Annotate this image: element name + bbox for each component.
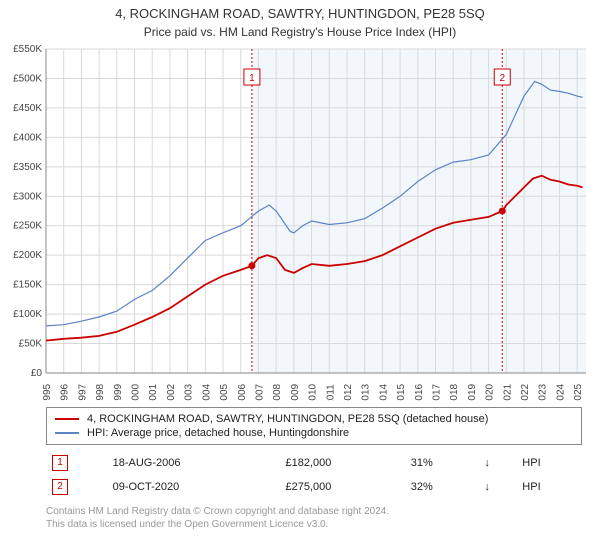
x-tick-label: 2011 — [325, 384, 336, 401]
page-subtitle: Price paid vs. HM Land Registry's House … — [0, 25, 600, 39]
legend: 4, ROCKINGHAM ROAD, SAWTRY, HUNTINGDON, … — [46, 407, 582, 445]
y-tick-label: £450K — [13, 103, 42, 114]
event-price: £275,000 — [279, 475, 404, 499]
x-tick-label: 2023 — [538, 383, 549, 401]
y-tick-label: £150K — [13, 280, 42, 291]
y-tick-label: £0 — [31, 368, 43, 379]
y-tick-label: £250K — [13, 221, 42, 232]
footer-line-1: Contains HM Land Registry data © Crown c… — [46, 505, 582, 518]
x-tick-label: 2006 — [237, 383, 248, 401]
x-tick-label: 2009 — [290, 383, 301, 401]
shaded-region — [252, 49, 586, 373]
y-tick-label: £400K — [13, 132, 42, 143]
x-tick-label: 2022 — [520, 383, 531, 401]
event-table: 1 18-AUG-2006 £182,000 31% ↓ HPI 2 09-OC… — [46, 451, 582, 499]
event-date: 18-AUG-2006 — [107, 451, 280, 475]
x-tick-label: 2008 — [272, 383, 283, 401]
event-vs: HPI — [516, 475, 582, 499]
event-vs: HPI — [516, 451, 582, 475]
y-tick-label: £350K — [13, 162, 42, 173]
y-tick-label: £50K — [19, 339, 43, 350]
event-marker-label: 2 — [499, 73, 505, 84]
x-tick-label: 1999 — [113, 383, 124, 401]
x-tick-label: 2014 — [378, 383, 389, 401]
x-tick-label: 2000 — [131, 383, 142, 401]
legend-row-property: 4, ROCKINGHAM ROAD, SAWTRY, HUNTINGDON, … — [55, 412, 573, 426]
table-row: 2 09-OCT-2020 £275,000 32% ↓ HPI — [46, 475, 582, 499]
x-tick-label: 2005 — [219, 383, 230, 401]
y-tick-label: £500K — [13, 73, 42, 84]
event-pct: 32% — [405, 475, 479, 499]
x-tick-label: 2007 — [254, 383, 265, 401]
y-tick-label: £200K — [13, 250, 42, 261]
legend-swatch-hpi — [55, 432, 79, 434]
y-tick-label: £100K — [13, 309, 42, 320]
legend-label-property: 4, ROCKINGHAM ROAD, SAWTRY, HUNTINGDON, … — [87, 413, 488, 425]
x-tick-label: 2013 — [361, 383, 372, 401]
x-tick-label: 2017 — [432, 383, 443, 401]
x-tick-label: 2003 — [184, 383, 195, 401]
x-tick-label: 2004 — [201, 383, 212, 401]
x-tick-label: 2001 — [148, 383, 159, 401]
event-arrow: ↓ — [478, 475, 516, 499]
event-marker-label: 1 — [249, 73, 255, 84]
event-price: £182,000 — [279, 451, 404, 475]
event-marker-2: 2 — [52, 479, 68, 495]
price-chart: £0 £50K £100K £150K £200K £250K £300K £350K £400… — [0, 41, 600, 401]
x-tick-label: 1995 — [42, 383, 53, 401]
x-tick-label: 2025 — [573, 383, 584, 401]
y-tick-label: £550K — [13, 44, 42, 55]
x-tick-label: 1996 — [60, 383, 71, 401]
x-tick-label: 2012 — [343, 383, 354, 401]
table-row: 1 18-AUG-2006 £182,000 31% ↓ HPI — [46, 451, 582, 475]
x-tick-label: 1998 — [95, 383, 106, 401]
x-tick-label: 2002 — [166, 383, 177, 401]
event-date: 09-OCT-2020 — [107, 475, 280, 499]
x-tick-label: 2024 — [555, 383, 566, 401]
chart-area: £0 £50K £100K £150K £200K £250K £300K £350K £400… — [0, 41, 600, 401]
x-tick-label: 2015 — [396, 383, 407, 401]
event-arrow: ↓ — [478, 451, 516, 475]
x-tick-label: 2010 — [308, 383, 319, 401]
x-tick-label: 2021 — [502, 383, 513, 401]
x-tick-label: 1997 — [77, 383, 88, 401]
x-tick-label: 2019 — [467, 383, 478, 401]
legend-swatch-property — [55, 418, 79, 420]
legend-label-hpi: HPI: Average price, detached house, Hunt… — [87, 427, 349, 439]
event-pct: 31% — [405, 451, 479, 475]
event-marker-1: 1 — [52, 455, 68, 471]
x-tick-label: 2016 — [414, 383, 425, 401]
legend-row-hpi: HPI: Average price, detached house, Hunt… — [55, 426, 573, 440]
footer-line-2: This data is licensed under the Open Gov… — [46, 518, 582, 531]
y-tick-label: £300K — [13, 191, 42, 202]
page-title: 4, ROCKINGHAM ROAD, SAWTRY, HUNTINGDON, … — [0, 6, 600, 21]
footer: Contains HM Land Registry data © Crown c… — [46, 505, 582, 531]
x-tick-label: 2020 — [485, 383, 496, 401]
x-tick-label: 2018 — [449, 383, 460, 401]
